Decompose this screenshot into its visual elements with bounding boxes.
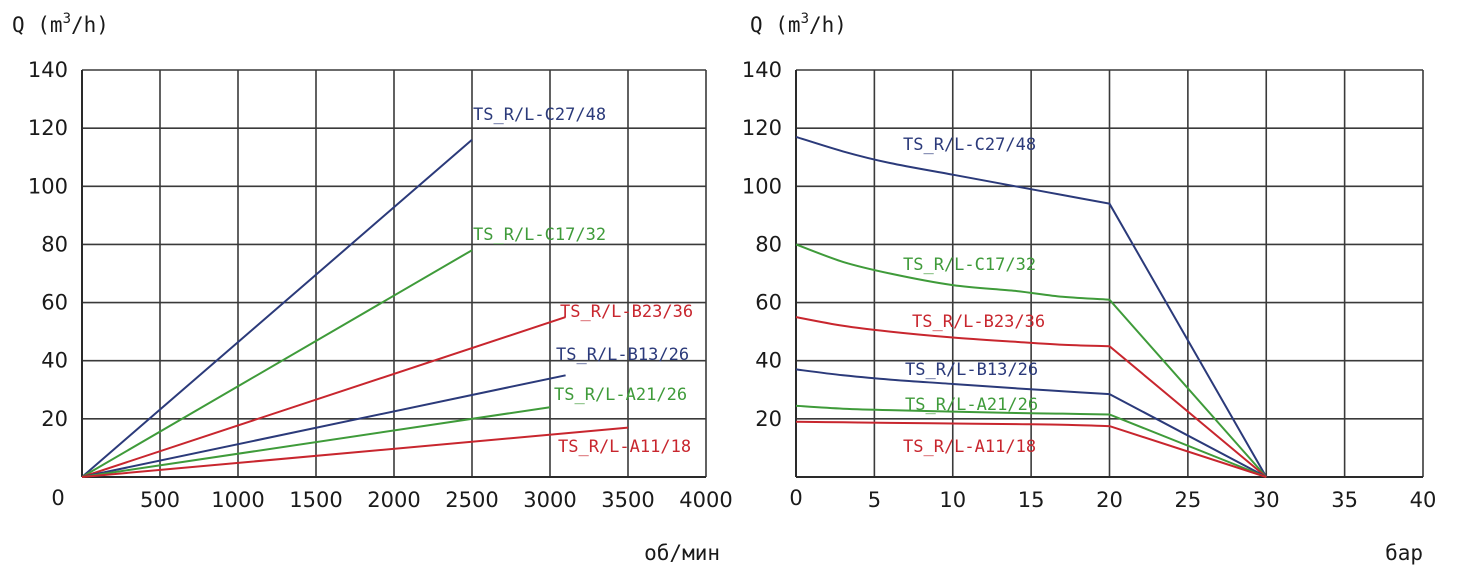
series-label: TS_R/L-A21/26 xyxy=(554,385,687,405)
series-line-ts-r-l-c27-48 xyxy=(795,135,1268,478)
y-tick-label: 80 xyxy=(41,232,68,256)
y-tick-label: 40 xyxy=(755,349,782,373)
series-label: TS_R/L-C27/48 xyxy=(903,135,1036,155)
y-tick-label: 40 xyxy=(41,349,68,373)
y-tick-label: 20 xyxy=(755,407,782,431)
series-label: TS_R/L-A21/26 xyxy=(905,395,1038,415)
x-tick-label: 1000 xyxy=(211,488,264,512)
y-tick-label: 140 xyxy=(28,58,68,82)
y-tick-label: 80 xyxy=(755,232,782,256)
series-line-ts-r-l-c17-32 xyxy=(795,243,1268,478)
series-line-ts-r-l-c17-32 xyxy=(81,249,473,478)
y-tick-label: 120 xyxy=(28,116,68,140)
series-label: TS_R/L-B23/36 xyxy=(912,312,1045,332)
series-label: TS_R/L-B13/26 xyxy=(905,360,1038,380)
series-line-ts-r-l-a11-18 xyxy=(81,426,629,478)
x-tick-label: 3000 xyxy=(523,488,576,512)
left-chart: 500 1000 1500 2000 2500 3000 3500 4000204060801… xyxy=(12,11,733,565)
x-axis-label: бар xyxy=(1385,541,1423,565)
series-line-ts-r-l-c27-48 xyxy=(81,139,473,478)
x-tick-label: 3500 xyxy=(601,488,654,512)
y-tick-label: 140 xyxy=(742,58,782,82)
x-tick-label: 4000 xyxy=(679,488,732,512)
x-tick-label: 500 xyxy=(140,488,180,512)
series-label: TS_R/L-A11/18 xyxy=(558,437,691,457)
y-axis-label: Q (m3/h) xyxy=(12,11,109,37)
x-tick-label: 35 xyxy=(1331,488,1358,512)
x-tick-label: 2500 xyxy=(445,488,498,512)
x-tick-label: 25 xyxy=(1175,488,1202,512)
series-line-ts-r-l-a21-26 xyxy=(795,404,1267,478)
x-tick-label: 30 xyxy=(1253,488,1280,512)
y-tick-label: 100 xyxy=(28,174,68,198)
series-label: TS_R/L-B23/36 xyxy=(560,302,693,322)
series-line-ts-r-l-b23-36 xyxy=(795,316,1267,478)
series-line-ts-r-l-b13-26 xyxy=(81,374,566,478)
y-tick-label: 60 xyxy=(41,291,68,315)
series-label: TS_R/L-C27/48 xyxy=(473,105,606,125)
series-label: TS_R/L-C17/32 xyxy=(473,225,606,245)
x-tick-label: 15 xyxy=(1018,488,1045,512)
series-label: TS_R/L-B13/26 xyxy=(556,345,689,365)
series-label: TS_R/L-A11/18 xyxy=(903,437,1036,457)
x-tick-label: 5 xyxy=(868,488,881,512)
x-tick-label: 40 xyxy=(1410,488,1437,512)
series-line-ts-r-l-a21-26 xyxy=(81,406,551,478)
series-line-ts-r-l-b23-36 xyxy=(81,316,566,478)
y-tick-label: 60 xyxy=(755,291,782,315)
y-tick-label: 20 xyxy=(41,407,68,431)
x-tick-label: 20 xyxy=(1096,488,1123,512)
x-tick-label: 1500 xyxy=(289,488,342,512)
x-tick-label: 2000 xyxy=(367,488,420,512)
origin-label: 0 xyxy=(51,486,64,510)
right-chart: 5 10 15 20 25 30 35 40 20 40 60 80 100 120 140 0 Q (m3/h… xyxy=(742,11,1436,565)
y-axis-label: Q (m3/h) xyxy=(750,11,847,37)
x-axis-label: об/мин xyxy=(644,541,720,565)
series-line-ts-r-l-a11-18 xyxy=(795,420,1267,478)
x-tick-label: 10 xyxy=(939,488,966,512)
y-tick-label: 120 xyxy=(742,116,782,140)
series-label: TS_R/L-C17/32 xyxy=(903,255,1036,275)
series-line-ts-r-l-b13-26 xyxy=(795,368,1267,478)
origin-label: 0 xyxy=(789,486,802,510)
y-tick-label: 100 xyxy=(742,174,782,198)
